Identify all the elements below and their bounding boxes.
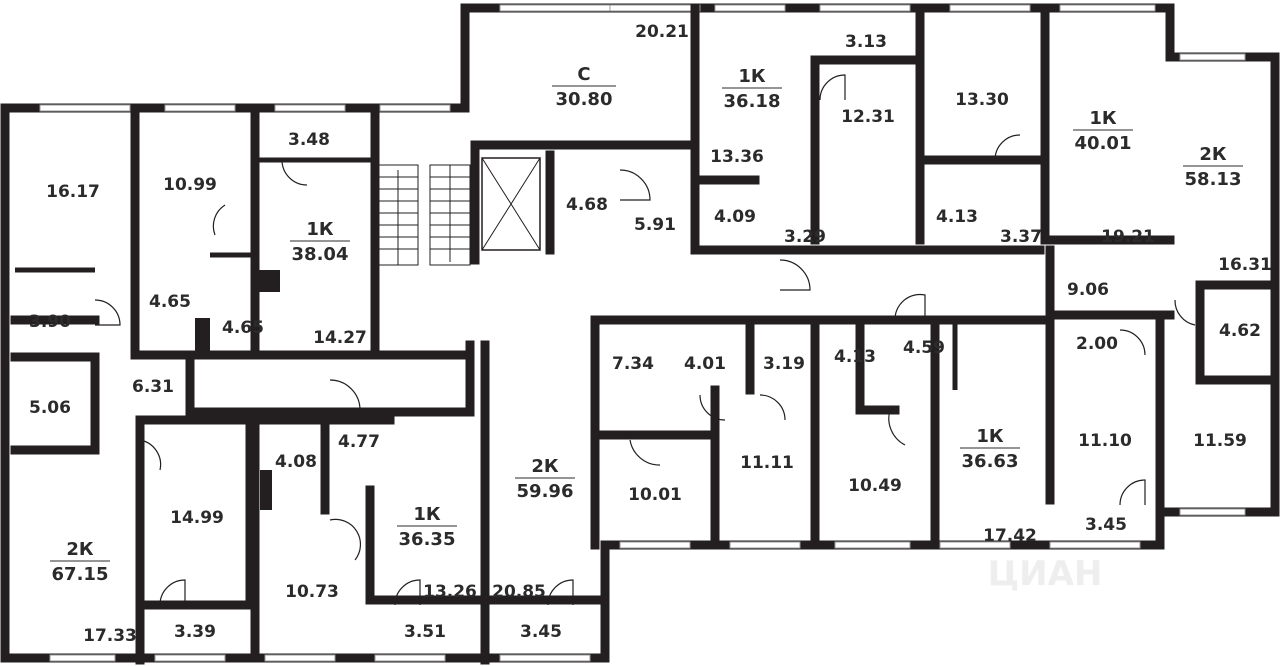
room-area: 11.10: [1078, 431, 1132, 451]
apartment-label: 1К 38.04: [290, 219, 350, 265]
apartment-label: 2К 59.96: [515, 456, 575, 502]
room-area: 4.77: [338, 432, 380, 452]
room-area: 14.99: [170, 508, 224, 528]
room-area: 5.06: [29, 398, 71, 418]
room-area: 13.36: [710, 147, 764, 167]
room-area: 13.30: [955, 90, 1009, 110]
room-area: 11.11: [740, 453, 794, 473]
apartment-area: 36.18: [724, 91, 781, 112]
room-area: 4.68: [566, 195, 608, 215]
apartment-area: 58.13: [1185, 169, 1242, 190]
room-area: 12.31: [841, 107, 895, 127]
room-area: 10.99: [163, 175, 217, 195]
room-area: 16.17: [46, 182, 100, 202]
apartment-label: 2К 58.13: [1183, 144, 1243, 190]
room-area: 3.48: [288, 130, 330, 150]
room-area: 6.31: [132, 377, 174, 397]
room-area: 10.73: [285, 582, 339, 602]
room-area: 5.91: [634, 215, 676, 235]
room-area: 4.13: [936, 207, 978, 227]
watermark: ЦИАН: [988, 554, 1103, 594]
apartment-type: С: [577, 64, 590, 85]
apartment-area: 40.01: [1075, 133, 1132, 154]
room-area: 4.01: [684, 354, 726, 374]
apartment-label: С 30.80: [552, 64, 616, 110]
room-area: 4.08: [275, 452, 317, 472]
room-area: 4.59: [903, 338, 945, 358]
apartment-type: 2К: [531, 456, 559, 477]
apartment-type: 1К: [1089, 108, 1117, 129]
room-area: 4.65: [222, 318, 264, 338]
room-area: 11.59: [1193, 431, 1247, 451]
room-area: 3.19: [763, 354, 805, 374]
apartment-label: 2К 67.15: [50, 539, 110, 585]
room-area: 3.39: [174, 622, 216, 642]
windows: [39, 4, 1246, 662]
apartment-type: 1К: [738, 66, 766, 87]
doors: [94, 74, 1196, 606]
room-area: 10.01: [628, 485, 682, 505]
room-area: 4.65: [149, 292, 191, 312]
room-area: 20.85: [492, 582, 546, 602]
room-area: 16.31: [1218, 255, 1272, 275]
apartment-label: 1К 36.35: [397, 504, 457, 550]
apartment-type: 1К: [976, 426, 1004, 447]
room-area: 4.13: [834, 347, 876, 367]
room-area: 3.90: [29, 312, 71, 332]
room-area: 3.37: [1000, 227, 1042, 247]
room-labels: 20.21 4.68 5.91 13.36 4.09 3.29 3.13 12.…: [29, 22, 1272, 646]
room-area: 13.26: [423, 582, 477, 602]
apartment-area: 36.63: [962, 451, 1019, 472]
apartment-area: 36.35: [399, 529, 456, 550]
room-area: 14.27: [313, 328, 367, 348]
apartment-labels: С 30.80 1К 36.18 1К 40.01 2К 58.13 1К 38.04 2…: [50, 64, 1243, 585]
elevator-shaft: [481, 157, 541, 251]
staircase: [377, 164, 471, 266]
room-area: 17.33: [83, 626, 137, 646]
apartment-area: 38.04: [292, 244, 349, 265]
room-area: 10.49: [848, 476, 902, 496]
room-area: 17.42: [983, 526, 1037, 546]
room-area: 9.06: [1067, 280, 1109, 300]
building-outline: [0, 3, 1280, 663]
room-area: 3.45: [520, 622, 562, 642]
apartment-type: 1К: [413, 504, 441, 525]
apartment-type: 2К: [66, 539, 94, 560]
room-area: 3.13: [845, 32, 887, 52]
apartment-label: 1К 40.01: [1073, 108, 1133, 154]
apartment-area: 30.80: [556, 89, 613, 110]
room-area: 3.51: [404, 622, 446, 642]
room-area: 19.21: [1101, 227, 1155, 247]
apartment-label: 1К 36.18: [722, 66, 782, 112]
room-area: 20.21: [635, 22, 689, 42]
room-area: 7.34: [612, 354, 654, 374]
apartment-label: 1К 36.63: [960, 426, 1020, 472]
room-area: 4.62: [1219, 321, 1261, 341]
room-area: 3.29: [784, 227, 826, 247]
apartment-type: 2К: [1199, 144, 1227, 165]
interior-walls: [10, 3, 1280, 665]
room-area: 4.09: [714, 207, 756, 227]
room-area: 3.45: [1085, 515, 1127, 535]
apartment-type: 1К: [306, 219, 334, 240]
apartment-area: 67.15: [52, 564, 109, 585]
room-area: 2.00: [1076, 334, 1118, 354]
apartment-area: 59.96: [517, 481, 574, 502]
